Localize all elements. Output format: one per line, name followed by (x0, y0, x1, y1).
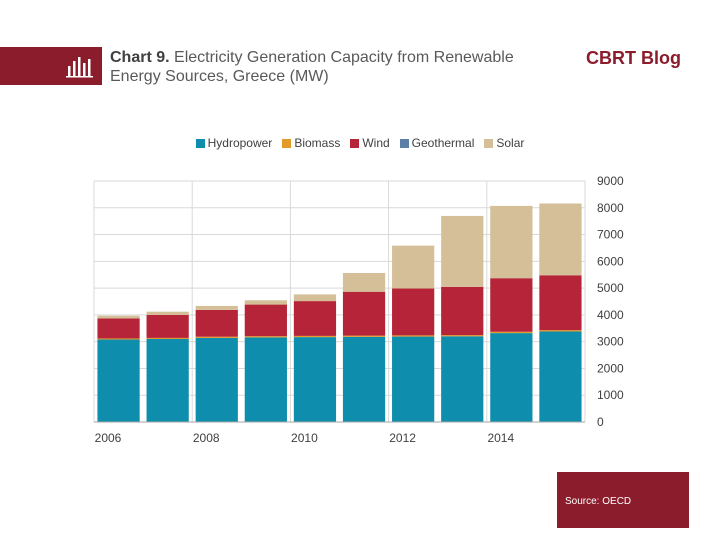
x-tick-label: 2008 (193, 431, 220, 445)
chart-title-bold: Chart 9. (110, 49, 170, 66)
legend-swatch (350, 138, 360, 148)
bar-segment-biomass (441, 335, 484, 337)
legend-item: Biomass (282, 136, 340, 150)
bar-segment-biomass (392, 335, 435, 337)
legend-item: Wind (350, 136, 390, 150)
chart-title: Chart 9. Electricity Generation Capacity… (110, 48, 530, 86)
bar-segment-solar (195, 305, 238, 310)
bar-segment-biomass (342, 335, 386, 337)
legend-label: Wind (362, 136, 390, 150)
chart-title-text: Electricity Generation Capacity from Ren… (110, 49, 514, 85)
bar-segment-hydropower (490, 333, 533, 422)
bar-segment-biomass (293, 335, 337, 338)
bar-segment-solar (146, 311, 189, 315)
bar-segment-hydropower (342, 336, 386, 422)
y-tick-label: 3000 (597, 335, 624, 349)
bar-segment-hydropower (539, 331, 582, 422)
bar-segment-solar (539, 203, 582, 276)
bar-segment-hydropower (195, 337, 238, 422)
bar-segment-solar (342, 272, 386, 292)
bar-segment-wind (441, 286, 484, 336)
y-tick-label: 5000 (597, 281, 624, 295)
bar-segment-solar (490, 205, 533, 279)
y-tick-label: 9000 (597, 174, 624, 188)
bar-segment-solar (441, 215, 484, 287)
y-tick-label: 8000 (597, 201, 624, 215)
bar-segment-biomass (539, 330, 582, 332)
bar-segment-solar (293, 294, 337, 302)
bar-segment-wind (342, 291, 386, 336)
legend-label: Hydropower (207, 136, 273, 150)
bar-segment-wind (97, 318, 140, 339)
x-tick-label: 2006 (95, 431, 122, 445)
bar-segment-biomass (97, 338, 140, 340)
brand-label: CBRT Blog (586, 48, 681, 68)
bar-segment-hydropower (244, 337, 287, 422)
bar-segment-hydropower (441, 336, 484, 422)
legend-label: Solar (496, 136, 525, 150)
legend-label: Biomass (294, 136, 341, 150)
legend-swatch (195, 138, 205, 148)
bar-segment-wind (195, 309, 238, 337)
legend-swatch (282, 138, 292, 148)
legend-item: Hydropower (195, 136, 273, 150)
bar-segment-biomass (195, 336, 238, 338)
bar-segment-wind (293, 301, 337, 336)
y-tick-label: 2000 (597, 361, 624, 375)
bar-segment-hydropower (392, 336, 435, 422)
bar-segment-solar (392, 245, 435, 289)
bar-segment-wind (392, 288, 435, 336)
bar-chart-icon (66, 57, 93, 78)
bar-segment-biomass (490, 331, 533, 334)
chart-legend: Hydropower Biomass Wind Geothermal Solar (0, 136, 720, 150)
legend-swatch (484, 138, 494, 148)
bar-segment-solar (244, 300, 287, 305)
legend-swatch (399, 138, 409, 148)
x-tick-label: 2010 (291, 431, 318, 445)
bar-segment-hydropower (293, 337, 337, 422)
bar-segment-solar (97, 315, 140, 319)
bar-segment-biomass (146, 337, 189, 339)
x-tick-label: 2012 (389, 431, 416, 445)
legend-item: Geothermal (399, 136, 475, 150)
source-label: Source: OECD (565, 496, 632, 507)
bar-segment-hydropower (146, 338, 189, 422)
bar-segment-wind (490, 278, 533, 332)
y-tick-label: 7000 (597, 228, 624, 242)
y-tick-label: 4000 (597, 308, 624, 322)
legend-label: Geothermal (411, 136, 475, 150)
bar-segment-hydropower (97, 339, 140, 422)
bar-segment-wind (539, 275, 582, 331)
legend-item: Solar (484, 136, 524, 150)
y-tick-label: 0 (597, 415, 604, 429)
x-tick-label: 2014 (487, 431, 514, 445)
source-box: Source: OECD (557, 472, 689, 528)
bar-segment-wind (244, 304, 287, 337)
bar-segment-wind (146, 314, 189, 338)
y-tick-label: 1000 (597, 388, 624, 402)
y-tick-label: 6000 (597, 254, 624, 268)
bar-segment-biomass (244, 336, 287, 338)
